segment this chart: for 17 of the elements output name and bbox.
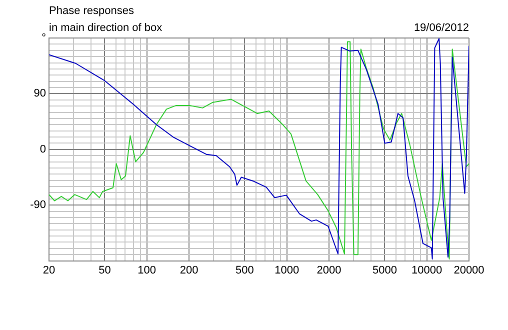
chart-subtitle: in main direction of box: [49, 22, 162, 34]
x-tick-label: 50: [98, 264, 111, 276]
chart-title: Phase responses: [49, 5, 134, 17]
y-tick-label: -90: [30, 199, 46, 212]
x-tick-label: 5000: [372, 264, 397, 276]
y-tick-label: 90: [34, 88, 46, 100]
y-tick-label: °: [42, 32, 46, 44]
x-tick-label: 100: [138, 264, 156, 276]
x-tick-label: 2000: [316, 264, 342, 276]
x-tick-label: 20000: [454, 264, 484, 276]
x-tick-label: 20: [42, 264, 56, 276]
x-tick-label: 10000: [412, 264, 442, 276]
y-tick-label: 0: [40, 143, 46, 156]
text: 19/06/2012: [414, 22, 469, 34]
x-tick-label: 500: [236, 264, 254, 276]
x-tick-label: 1000: [274, 264, 300, 276]
x-tick-label: 200: [180, 264, 198, 276]
